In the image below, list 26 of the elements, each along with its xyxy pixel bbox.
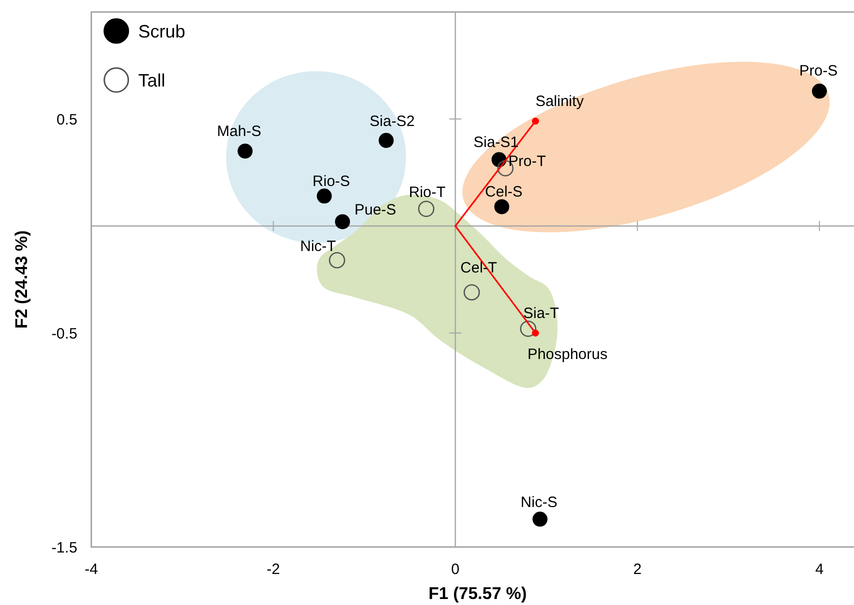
annotation: Sia-S2 <box>370 112 415 130</box>
y-tick-label: -1.5 <box>51 540 78 556</box>
annotation: Sia-T <box>523 305 560 322</box>
x-tick-label: 4 <box>815 561 824 578</box>
x-tick-label: 2 <box>633 561 642 578</box>
annotation: Nic-S <box>520 494 558 512</box>
annotation: Mah-S <box>217 123 262 140</box>
y-tick-label: 0.5 <box>56 112 78 128</box>
x-tick-label: 0 <box>451 561 460 578</box>
y-axis-title: F2 (24.43 %) <box>12 230 31 329</box>
series-label: Salinity <box>535 93 584 110</box>
x-tick-label: -2 <box>266 561 280 578</box>
x-tick-label: -4 <box>84 561 98 578</box>
legend-label: Tall <box>138 70 166 90</box>
annotation: Sia-S1 <box>474 134 519 152</box>
series-label: Phosphorus <box>527 346 608 363</box>
annotation: Pro-S <box>799 62 838 80</box>
annotation: Cel-S <box>485 184 523 201</box>
annotation: Rio-T <box>408 184 446 201</box>
annotation: Nic-T <box>300 238 336 256</box>
y-tick-label: -0.5 <box>51 326 78 342</box>
legend-label: Scrub <box>138 22 186 42</box>
x-axis-title: F1 (75.57 %) <box>428 584 527 603</box>
annotation: Pue-S <box>354 202 396 219</box>
annotation: Rio-S <box>312 173 350 190</box>
annotation: Pro-T <box>508 153 546 170</box>
